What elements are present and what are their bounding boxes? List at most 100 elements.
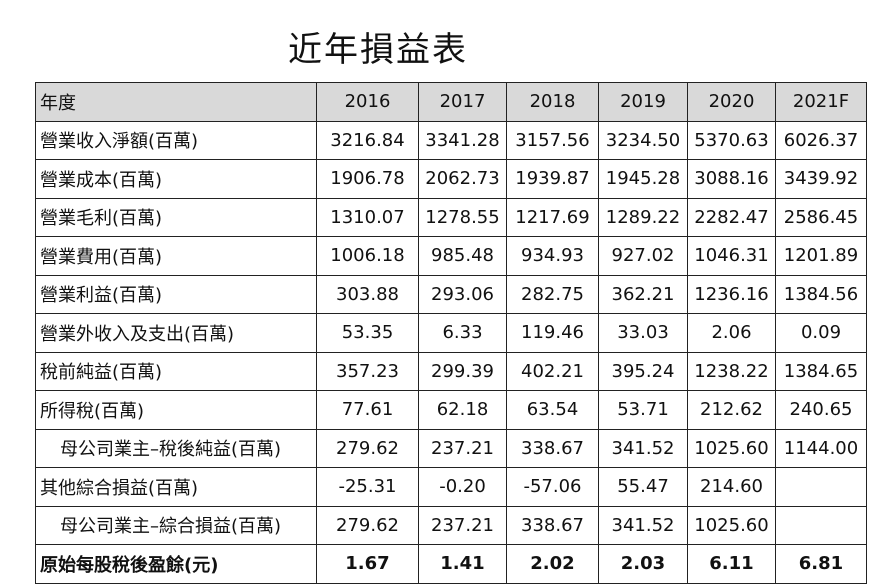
table-cell: 214.60 <box>687 467 776 507</box>
table-row: 營業收入淨額(百萬) 3216.84 3341.28 3157.56 3234.50 53… <box>35 120 867 160</box>
table-cell: 5370.63 <box>687 120 776 160</box>
table-cell: 985.48 <box>418 236 507 276</box>
table-cell: 1006.18 <box>316 236 419 276</box>
table-cell: 53.71 <box>598 390 688 430</box>
table-cell: 2.02 <box>506 544 599 584</box>
table-cell: 3088.16 <box>687 159 776 199</box>
table-cell <box>775 505 867 545</box>
table-cell: 1201.89 <box>775 236 867 276</box>
table-cell: 119.46 <box>506 313 599 353</box>
table-cell: 6.81 <box>775 544 867 584</box>
table-row: 營業利益(百萬) 303.88 293.06 282.75 362.21 1236.16 1… <box>35 274 867 314</box>
table-cell: 1945.28 <box>598 159 688 199</box>
table-cell: 2.03 <box>598 544 688 584</box>
table-cell: 1939.87 <box>506 159 599 199</box>
header-cell: 2019 <box>598 82 688 122</box>
header-row: 年度 2016 2017 2018 2019 2020 2021F <box>35 82 867 122</box>
row-label: 營業收入淨額(百萬) <box>35 120 317 160</box>
income-statement-table: 年度 2016 2017 2018 2019 2020 2021F 營業收入淨額… <box>35 82 867 584</box>
table-cell: 1236.16 <box>687 274 776 314</box>
table-cell: 77.61 <box>316 390 419 430</box>
page-title: 近年損益表 <box>288 30 468 70</box>
row-label: 母公司業主–綜合損益(百萬) <box>35 505 317 545</box>
row-label: 營業外收入及支出(百萬) <box>35 313 317 353</box>
table-row: 營業毛利(百萬) 1310.07 1278.55 1217.69 1289.22 2282… <box>35 197 867 237</box>
table-row: 營業費用(百萬) 1006.18 985.48 934.93 927.02 1046.31… <box>35 236 867 276</box>
table-cell: 395.24 <box>598 351 688 391</box>
table-cell: 1046.31 <box>687 236 776 276</box>
table-cell: 237.21 <box>418 505 507 545</box>
table-cell: 3341.28 <box>418 120 507 160</box>
table-cell: -25.31 <box>316 467 419 507</box>
table-cell: 62.18 <box>418 390 507 430</box>
table-row: 其他綜合損益(百萬) -25.31 -0.20 -57.06 55.47 214.60 <box>35 467 867 507</box>
table-cell: 3439.92 <box>775 159 867 199</box>
header-cell: 2016 <box>316 82 419 122</box>
table-cell: 240.65 <box>775 390 867 430</box>
table-cell: 2062.73 <box>418 159 507 199</box>
table-row: 所得稅(百萬) 77.61 62.18 63.54 53.71 212.62 240.65 <box>35 390 867 430</box>
table-cell: 237.21 <box>418 428 507 468</box>
table-row: 稅前純益(百萬) 357.23 299.39 402.21 395.24 1238.22 1… <box>35 351 867 391</box>
table-body: 營業收入淨額(百萬) 3216.84 3341.28 3157.56 3234.50 53… <box>35 120 867 584</box>
table-cell: 279.62 <box>316 505 419 545</box>
table-cell: 63.54 <box>506 390 599 430</box>
table-cell: 2586.45 <box>775 197 867 237</box>
table-cell: 6.33 <box>418 313 507 353</box>
row-label: 母公司業主–稅後純益(百萬) <box>35 428 317 468</box>
header-cell: 2021F <box>775 82 867 122</box>
table-cell: 0.09 <box>775 313 867 353</box>
table-cell: 338.67 <box>506 505 599 545</box>
table-cell: 341.52 <box>598 505 688 545</box>
row-label: 原始每股稅後盈餘(元) <box>35 544 317 584</box>
table-cell: 1384.56 <box>775 274 867 314</box>
table-cell: 2.06 <box>687 313 776 353</box>
table-cell: 55.47 <box>598 467 688 507</box>
table-cell: 3157.56 <box>506 120 599 160</box>
header-cell: 2017 <box>418 82 507 122</box>
row-label: 所得稅(百萬) <box>35 390 317 430</box>
table-cell: 402.21 <box>506 351 599 391</box>
table-cell: 33.03 <box>598 313 688 353</box>
table-cell: 53.35 <box>316 313 419 353</box>
table-cell: 1238.22 <box>687 351 776 391</box>
table-cell: 1906.78 <box>316 159 419 199</box>
table-cell: 357.23 <box>316 351 419 391</box>
table-cell <box>775 467 867 507</box>
table-cell: 1025.60 <box>687 428 776 468</box>
table-row: 原始每股稅後盈餘(元) 1.67 1.41 2.02 2.03 6.11 6.81 <box>35 544 867 584</box>
table-cell: 6.11 <box>687 544 776 584</box>
header-cell: 2020 <box>687 82 776 122</box>
table-cell: 1144.00 <box>775 428 867 468</box>
row-label: 稅前純益(百萬) <box>35 351 317 391</box>
table-cell: 1025.60 <box>687 505 776 545</box>
table-cell: 1384.65 <box>775 351 867 391</box>
table-cell: 927.02 <box>598 236 688 276</box>
table-cell: 303.88 <box>316 274 419 314</box>
table-cell: 1.41 <box>418 544 507 584</box>
table-cell: 1289.22 <box>598 197 688 237</box>
row-label: 營業利益(百萬) <box>35 274 317 314</box>
row-label: 營業費用(百萬) <box>35 236 317 276</box>
row-label: 營業成本(百萬) <box>35 159 317 199</box>
table-cell: 338.67 <box>506 428 599 468</box>
table-cell: 1310.07 <box>316 197 419 237</box>
table-row: 營業成本(百萬) 1906.78 2062.73 1939.87 1945.28 3088… <box>35 159 867 199</box>
table-cell: 934.93 <box>506 236 599 276</box>
table-cell: -57.06 <box>506 467 599 507</box>
table-row: 營業外收入及支出(百萬) 53.35 6.33 119.46 33.03 2.06 0.09 <box>35 313 867 353</box>
table-cell: 1217.69 <box>506 197 599 237</box>
table-cell: 212.62 <box>687 390 776 430</box>
row-label: 營業毛利(百萬) <box>35 197 317 237</box>
table-cell: 362.21 <box>598 274 688 314</box>
table-cell: 1278.55 <box>418 197 507 237</box>
table-cell: 3216.84 <box>316 120 419 160</box>
table-row: 母公司業主–綜合損益(百萬) 279.62 237.21 338.67 341.52 10… <box>35 505 867 545</box>
header-cell: 2018 <box>506 82 599 122</box>
table-cell: 341.52 <box>598 428 688 468</box>
table-cell: 279.62 <box>316 428 419 468</box>
table-cell: 299.39 <box>418 351 507 391</box>
table-cell: 2282.47 <box>687 197 776 237</box>
table-cell: 282.75 <box>506 274 599 314</box>
table-cell: 3234.50 <box>598 120 688 160</box>
